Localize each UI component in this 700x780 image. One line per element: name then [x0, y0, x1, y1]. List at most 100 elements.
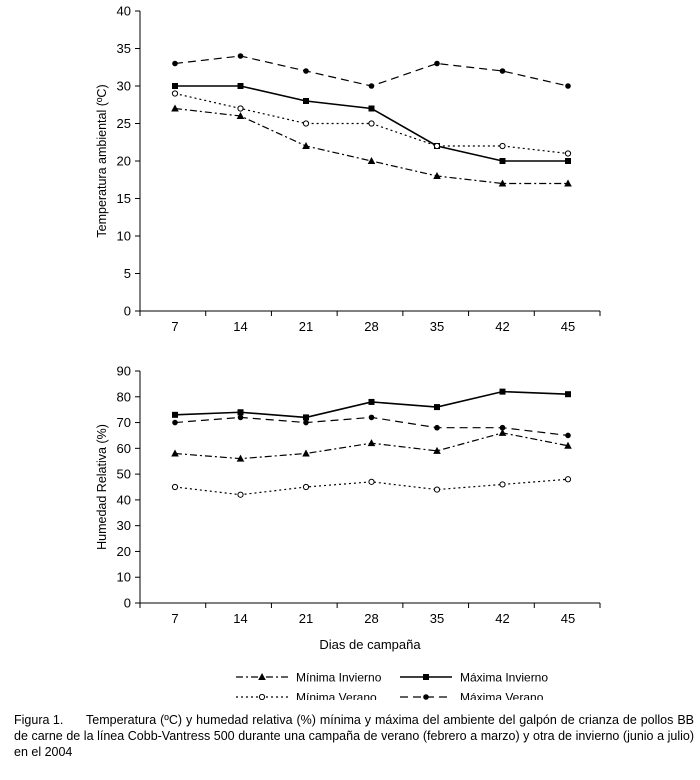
x-tick-label: 42 [495, 319, 509, 334]
data-point-marker [433, 172, 441, 179]
data-point-marker [564, 179, 572, 187]
temperature-chart: 0 5 10 15 20 25 30 35 40 7 14 21 28 35 42 45 Temperatura… [95, 4, 601, 334]
series-m-nima-verano [171, 476, 572, 498]
data-point-marker [565, 391, 571, 398]
y-tick-label: 50 [117, 467, 131, 482]
series-m-nima-invierno [171, 428, 572, 462]
data-point-marker [302, 449, 310, 457]
y-tick-label: 35 [117, 41, 131, 56]
figure-caption: Figura 1. Temperatura (ºC) y humedad rela… [14, 712, 694, 760]
data-point-marker [498, 179, 507, 187]
x-tick-label: 42 [495, 611, 509, 626]
y-tick-label: 80 [117, 389, 131, 404]
data-point-marker [499, 68, 506, 74]
data-point-marker [303, 419, 309, 426]
data-point-marker [236, 454, 245, 462]
y-tick-label: 25 [117, 116, 131, 131]
x-tick-label: 45 [561, 611, 575, 626]
x-tick-label: 35 [430, 611, 444, 626]
x-tick-label: 45 [561, 319, 575, 334]
x-tick-label: 21 [299, 319, 313, 334]
x-tick-label: 7 [171, 319, 178, 334]
y-tick-label: 20 [117, 544, 131, 559]
data-point-marker [434, 404, 440, 411]
data-point-marker [564, 441, 572, 449]
data-point-marker [258, 693, 266, 700]
y-tick-label: 10 [117, 229, 131, 244]
series-m-xima-invierno [172, 388, 571, 421]
data-point-marker [564, 150, 572, 157]
chart-legend: Mínima Invierno Máxima Invierno Mínima Ver… [236, 671, 548, 701]
data-point-marker [172, 83, 178, 89]
data-point-marker [434, 60, 440, 67]
data-point-marker [565, 158, 571, 164]
x-axis-label: Dias de campaña [319, 637, 421, 652]
y-axis-label: Humedad Relativa (%) [95, 424, 109, 550]
data-point-marker [302, 142, 310, 149]
data-point-marker [423, 694, 429, 700]
data-point-marker [171, 449, 179, 457]
data-point-marker [172, 411, 178, 418]
series-m-nima-verano [171, 90, 572, 157]
y-tick-label: 70 [117, 415, 131, 430]
y-tick-label: 15 [117, 191, 131, 206]
caption-text: Temperatura (ºC) y humedad relativa (%) … [14, 713, 694, 759]
data-point-marker [368, 83, 375, 89]
data-point-marker [171, 104, 179, 112]
legend-label: Máxima Verano [460, 691, 544, 701]
y-tick-label: 5 [124, 266, 131, 281]
data-point-marker [237, 105, 244, 112]
data-point-marker [423, 674, 429, 680]
data-point-marker [367, 157, 376, 164]
data-point-marker [303, 98, 309, 104]
x-tick-label: 7 [171, 611, 178, 626]
data-point-marker [499, 481, 506, 488]
data-point-marker [433, 486, 441, 493]
data-point-marker [171, 90, 179, 97]
x-tick-label: 21 [299, 611, 313, 626]
data-point-marker [172, 60, 178, 67]
series-m-xima-verano [172, 414, 571, 439]
y-tick-label: 30 [117, 79, 131, 94]
data-point-marker [368, 120, 375, 127]
data-point-marker [237, 53, 244, 59]
caption-label: Figura 1. [14, 713, 64, 727]
y-tick-label: 20 [117, 154, 131, 169]
data-point-marker [565, 83, 571, 89]
y-tick-label: 40 [117, 4, 131, 19]
data-point-marker [433, 142, 441, 150]
y-tick-label: 40 [117, 492, 131, 507]
y-tick-label: 60 [117, 441, 131, 456]
humidity-chart: 0 10 20 30 40 50 60 70 80 90 7 14 21 28 35 42 45 Humedad … [95, 364, 601, 652]
x-tick-label: 14 [233, 611, 247, 626]
data-point-marker [236, 112, 245, 119]
data-point-marker [302, 120, 310, 127]
data-point-marker [237, 409, 244, 416]
series-line [174, 55, 569, 87]
data-point-marker [303, 414, 309, 421]
legend-item: Mínima Invierno [236, 671, 382, 685]
y-tick-label: 0 [124, 304, 131, 319]
data-point-marker [368, 414, 375, 421]
data-point-marker [368, 398, 375, 405]
legend-item: Máxima Verano [400, 691, 544, 701]
series-line [174, 107, 568, 185]
data-point-marker [368, 478, 375, 485]
data-point-marker [565, 432, 571, 439]
data-point-marker [498, 428, 507, 436]
y-tick-label: 10 [117, 570, 131, 585]
data-point-marker [499, 424, 506, 431]
x-tick-label: 14 [233, 319, 247, 334]
data-point-marker [303, 68, 309, 74]
legend-label: Mínima Verano [296, 691, 377, 701]
data-point-marker [367, 439, 376, 447]
data-point-marker [237, 414, 244, 421]
legend-label: Mínima Invierno [296, 671, 382, 685]
x-tick-label: 28 [364, 611, 378, 626]
data-point-marker [237, 83, 244, 89]
data-point-marker [434, 424, 440, 431]
y-axis-label: Temperatura ambiental (ºC) [95, 84, 109, 237]
data-point-marker [499, 388, 506, 395]
data-point-marker [172, 419, 178, 426]
y-tick-label: 90 [117, 364, 131, 379]
